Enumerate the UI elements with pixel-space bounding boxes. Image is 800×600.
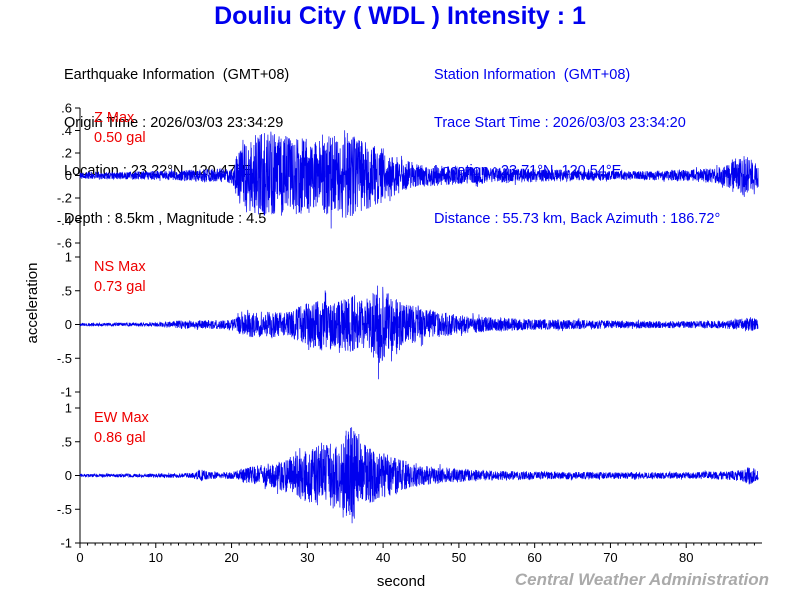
trace-start-time: Trace Start Time : 2026/03/03 23:34:20 [434, 115, 686, 131]
panel-ew: -1 -.5 0 .5 1 EW Max 0.86 gal [57, 401, 759, 551]
y-tick-label: -.2 [57, 191, 72, 206]
panel-ns: -1 -.5 0 .5 1 NS Max 0.73 gal [57, 250, 759, 400]
x-tick-label: 40 [376, 550, 390, 565]
depth-magnitude: Depth : 8.5km , Magnitude : 4.5 [64, 211, 267, 227]
panel-z: -.6 -.4 -.2 0 .2 .4 .6 Z Max 0.50 gal [57, 101, 759, 251]
x-tick-label: 50 [452, 550, 466, 565]
y-tick-label: .6 [61, 101, 72, 116]
y-tick-label: 1 [65, 401, 72, 416]
agency-credit: Central Weather Administration [514, 570, 769, 589]
waveform-z [79, 130, 759, 229]
x-tick-label: 0 [76, 550, 83, 565]
x-tick-label: 10 [149, 550, 163, 565]
distance-azimuth: Distance : 55.73 km, Back Azimuth : 186.… [434, 211, 721, 227]
earthquake-info-heading: Earthquake Information (GMT+08) [64, 67, 290, 83]
y-tick-label: .2 [61, 146, 72, 161]
chart-title: Douliu City ( WDL ) Intensity : 1 [214, 2, 586, 30]
max-label: Z Max [94, 110, 135, 126]
max-value: 0.73 gal [94, 279, 146, 295]
station-info-heading: Station Information (GMT+08) [434, 67, 631, 83]
y-tick-label: .4 [61, 123, 72, 138]
y-tick-label: -1 [60, 385, 72, 400]
y-tick-label: 0 [65, 168, 72, 183]
x-tick-label: 80 [679, 550, 693, 565]
y-tick-label: -.5 [57, 351, 72, 366]
y-tick-label: 0 [65, 468, 72, 483]
earthquake-info: Earthquake Information (GMT+08) Origin T… [64, 35, 289, 243]
x-tick-label: 60 [527, 550, 541, 565]
max-label: NS Max [94, 259, 146, 275]
waveform-ew [79, 427, 759, 524]
x-tick-label: 70 [603, 550, 617, 565]
max-label: EW Max [94, 410, 150, 426]
x-tick-label: 30 [300, 550, 314, 565]
x-tick-label: 20 [224, 550, 238, 565]
y-axis-label: acceleration [24, 263, 41, 344]
x-axis-label: second [377, 573, 425, 590]
y-tick-label: 1 [65, 250, 72, 265]
waveform-ns [79, 285, 759, 380]
y-tick-label: .5 [61, 283, 72, 298]
y-tick-label: 0 [65, 317, 72, 332]
y-tick-label: -.4 [57, 213, 72, 228]
y-tick-label: -1 [60, 536, 72, 551]
max-value: 0.50 gal [94, 130, 146, 146]
max-value: 0.86 gal [94, 430, 146, 446]
origin-time: Origin Time : 2026/03/03 23:34:29 [64, 115, 284, 131]
y-tick-label: .5 [61, 434, 72, 449]
y-tick-label: -.6 [57, 236, 72, 251]
y-tick-label: -.5 [57, 502, 72, 517]
